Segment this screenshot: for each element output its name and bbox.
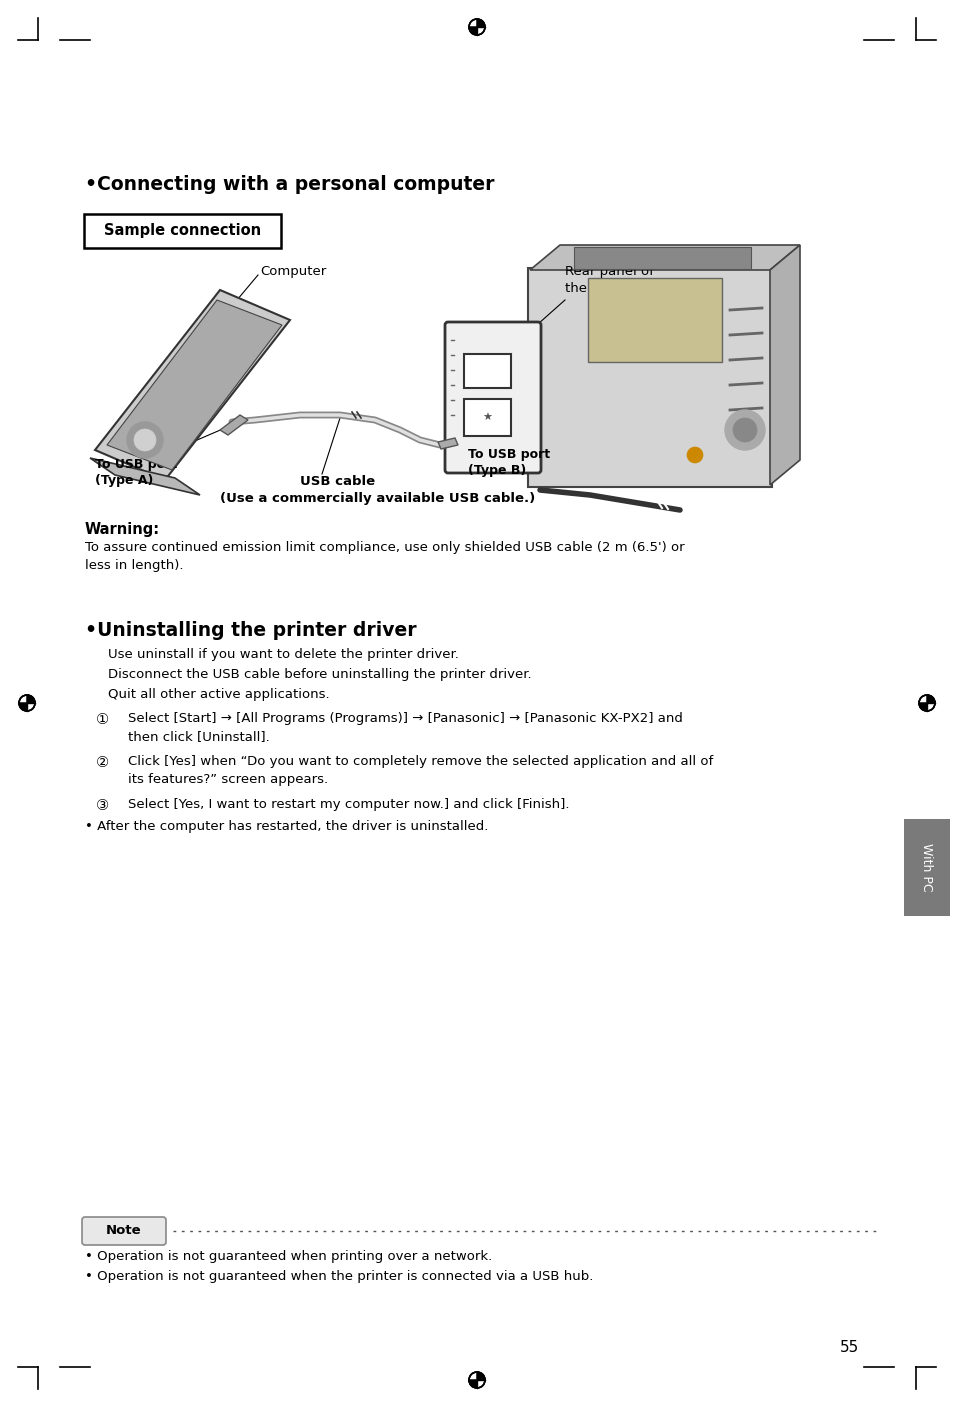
Text: With PC: With PC	[920, 843, 933, 892]
Wedge shape	[476, 20, 484, 27]
Text: To USB port: To USB port	[468, 447, 550, 461]
Polygon shape	[90, 459, 200, 495]
FancyBboxPatch shape	[444, 322, 540, 473]
Text: ②: ②	[96, 756, 109, 770]
Text: Note: Note	[106, 1224, 142, 1238]
Wedge shape	[19, 704, 27, 711]
Text: ①: ①	[96, 712, 109, 727]
Text: Rear panel of: Rear panel of	[564, 265, 653, 279]
Text: • Operation is not guaranteed when printing over a network.: • Operation is not guaranteed when print…	[85, 1249, 492, 1263]
FancyBboxPatch shape	[574, 248, 750, 269]
Text: Computer: Computer	[260, 265, 326, 279]
Polygon shape	[220, 415, 248, 435]
Text: • Operation is not guaranteed when the printer is connected via a USB hub.: • Operation is not guaranteed when the p…	[85, 1271, 593, 1283]
Wedge shape	[476, 1372, 484, 1380]
Text: (Use a commercially available USB cable.): (Use a commercially available USB cable.…	[220, 492, 535, 505]
Text: Select [Start] → [All Programs (Programs)] → [Panasonic] → [Panasonic KX-PX2] an: Select [Start] → [All Programs (Programs…	[128, 712, 682, 743]
Text: •Uninstalling the printer driver: •Uninstalling the printer driver	[85, 620, 416, 640]
Circle shape	[732, 418, 757, 442]
Polygon shape	[437, 438, 457, 449]
Text: Quit all other active applications.: Quit all other active applications.	[108, 688, 330, 701]
Circle shape	[133, 429, 156, 452]
FancyBboxPatch shape	[587, 279, 721, 362]
Text: (Type A): (Type A)	[95, 474, 153, 487]
Circle shape	[724, 409, 764, 450]
Text: Sample connection: Sample connection	[104, 224, 261, 239]
Polygon shape	[530, 245, 800, 270]
Polygon shape	[95, 290, 290, 480]
Text: • After the computer has restarted, the driver is uninstalled.: • After the computer has restarted, the …	[85, 820, 488, 833]
Text: To assure continued emission limit compliance, use only shielded USB cable (2 m : To assure continued emission limit compl…	[85, 542, 684, 573]
Text: Warning:: Warning:	[85, 522, 160, 537]
Text: Click [Yes] when “Do you want to completely remove the selected application and : Click [Yes] when “Do you want to complet…	[128, 756, 713, 787]
FancyBboxPatch shape	[82, 1217, 166, 1245]
Text: •Connecting with a personal computer: •Connecting with a personal computer	[85, 174, 494, 194]
Wedge shape	[27, 695, 35, 704]
FancyBboxPatch shape	[463, 355, 511, 388]
FancyBboxPatch shape	[903, 819, 949, 916]
Text: ★: ★	[481, 414, 492, 424]
Text: 55: 55	[840, 1339, 859, 1355]
Text: To USB port: To USB port	[95, 459, 177, 471]
FancyBboxPatch shape	[84, 214, 281, 248]
Text: USB cable: USB cable	[299, 476, 375, 488]
Text: Disconnect the USB cable before uninstalling the printer driver.: Disconnect the USB cable before uninstal…	[108, 668, 531, 681]
Polygon shape	[107, 300, 282, 470]
Circle shape	[127, 422, 163, 459]
Text: (Type B): (Type B)	[468, 464, 526, 477]
FancyBboxPatch shape	[527, 267, 771, 487]
Circle shape	[686, 447, 702, 463]
Wedge shape	[469, 1380, 476, 1387]
Text: Use uninstall if you want to delete the printer driver.: Use uninstall if you want to delete the …	[108, 649, 458, 661]
Text: the printer: the printer	[564, 281, 636, 295]
Wedge shape	[918, 704, 926, 711]
Text: Select [Yes, I want to restart my computer now.] and click [Finish].: Select [Yes, I want to restart my comput…	[128, 798, 569, 810]
FancyBboxPatch shape	[463, 400, 511, 436]
Polygon shape	[769, 245, 800, 485]
Wedge shape	[926, 695, 934, 704]
Wedge shape	[469, 27, 476, 35]
Text: ③: ③	[96, 798, 109, 813]
